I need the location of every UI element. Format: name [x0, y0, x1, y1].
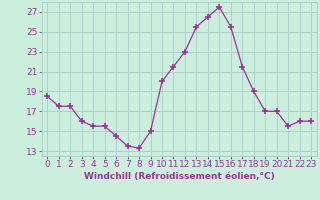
X-axis label: Windchill (Refroidissement éolien,°C): Windchill (Refroidissement éolien,°C) [84, 172, 275, 181]
